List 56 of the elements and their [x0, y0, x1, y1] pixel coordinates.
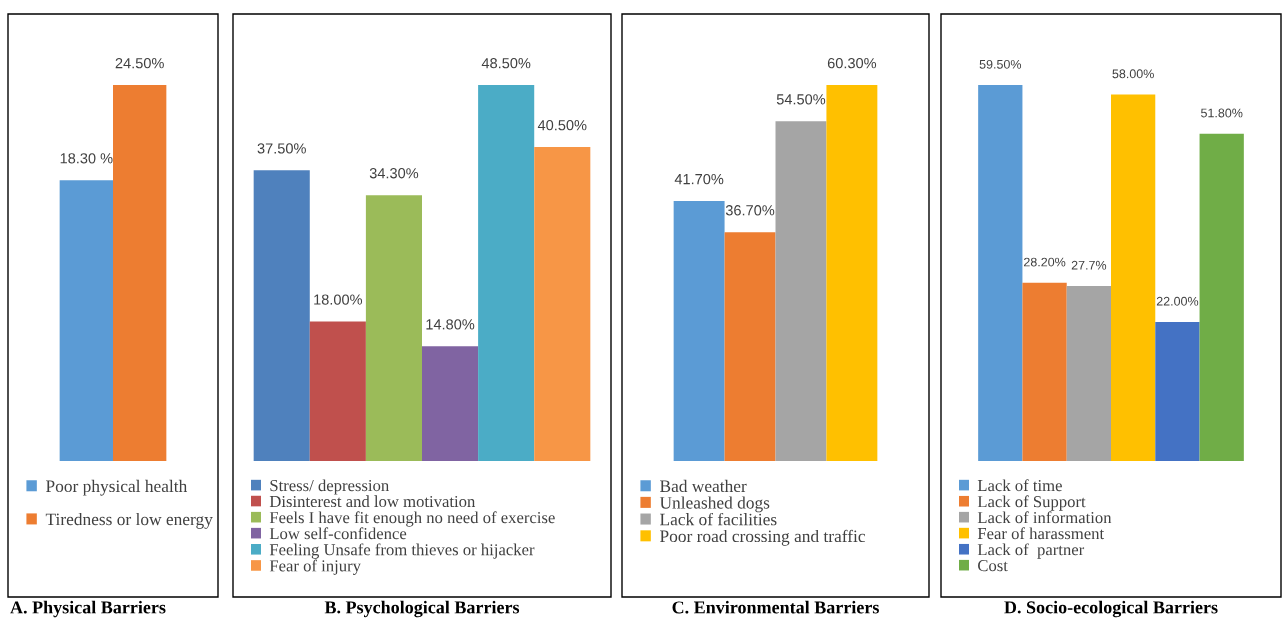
data-label: 28.20% [1024, 257, 1066, 267]
text: D. Socio-ecological Barriers [1004, 600, 1218, 618]
legend-label: Tiredness or low energy [45, 512, 213, 529]
data-label: 34.30% [369, 168, 419, 179]
bar [1066, 286, 1111, 461]
legend-label: Lack of facilities [660, 512, 777, 526]
data-label: 41.70% [674, 173, 724, 185]
data-label: 59.50% [979, 59, 1022, 69]
bar [365, 195, 422, 461]
data-label: 51.80% [1201, 108, 1243, 118]
legend-label: Lack of Support [977, 495, 1086, 511]
text: C. Environmental Barriers [672, 600, 879, 614]
legend-label: Cost [978, 560, 1008, 572]
bar [1199, 133, 1244, 461]
data-label: 37.50% [257, 143, 306, 154]
legend-label: Fear of injury [269, 559, 361, 575]
legend-label: Unleashed dogs [659, 496, 770, 513]
data-label: 18.00% [314, 294, 363, 305]
data-label: 22.00% [1156, 296, 1199, 306]
data-label: 24.50% [115, 58, 164, 69]
legend-label: Feeling Unsafe from thieves or hijacker [269, 543, 535, 559]
data-label: 58.00% [1112, 69, 1154, 79]
legend-label: Lack of time [977, 479, 1062, 492]
legend-label: Poor physical health [46, 479, 188, 496]
bar [422, 346, 479, 461]
legend-label: Feels I have fit enough no need of exercise [269, 511, 555, 527]
legend-label: Bad weather [660, 479, 747, 493]
bar [478, 85, 535, 461]
legend-label: Lack of partner [977, 543, 1085, 559]
legend-label: Poor road crossing and traffic [660, 529, 866, 546]
legend-label: Lack of information [977, 511, 1112, 524]
bar [826, 85, 878, 461]
data-label: 36.70% [725, 205, 775, 216]
bar [1111, 94, 1156, 461]
legend-label: Stress/ depression [270, 479, 389, 495]
bar [1155, 322, 1200, 461]
bar [775, 121, 827, 461]
bar [309, 321, 366, 461]
legend-label: Disinterest and low motivation [269, 495, 476, 508]
bar [724, 232, 776, 461]
data-label: 40.50% [537, 120, 587, 131]
data-label: 54.50% [776, 94, 826, 105]
data-label: 60.30% [827, 58, 877, 69]
text: B. Psychological Barriers [324, 600, 520, 618]
bar [673, 201, 725, 461]
text: A. Physical Barriers [10, 600, 166, 618]
bar [253, 170, 310, 461]
bar [534, 147, 591, 461]
legend-label: Low self-confidence [269, 527, 407, 540]
data-label: 48.50% [481, 58, 531, 69]
legend-label: Fear of harassment [977, 527, 1105, 540]
data-label: 27.7% [1071, 260, 1107, 270]
data-label: 18.30 % [60, 153, 113, 164]
data-label: 14.80% [426, 319, 475, 330]
bar [1022, 282, 1067, 461]
bar [978, 85, 1023, 461]
